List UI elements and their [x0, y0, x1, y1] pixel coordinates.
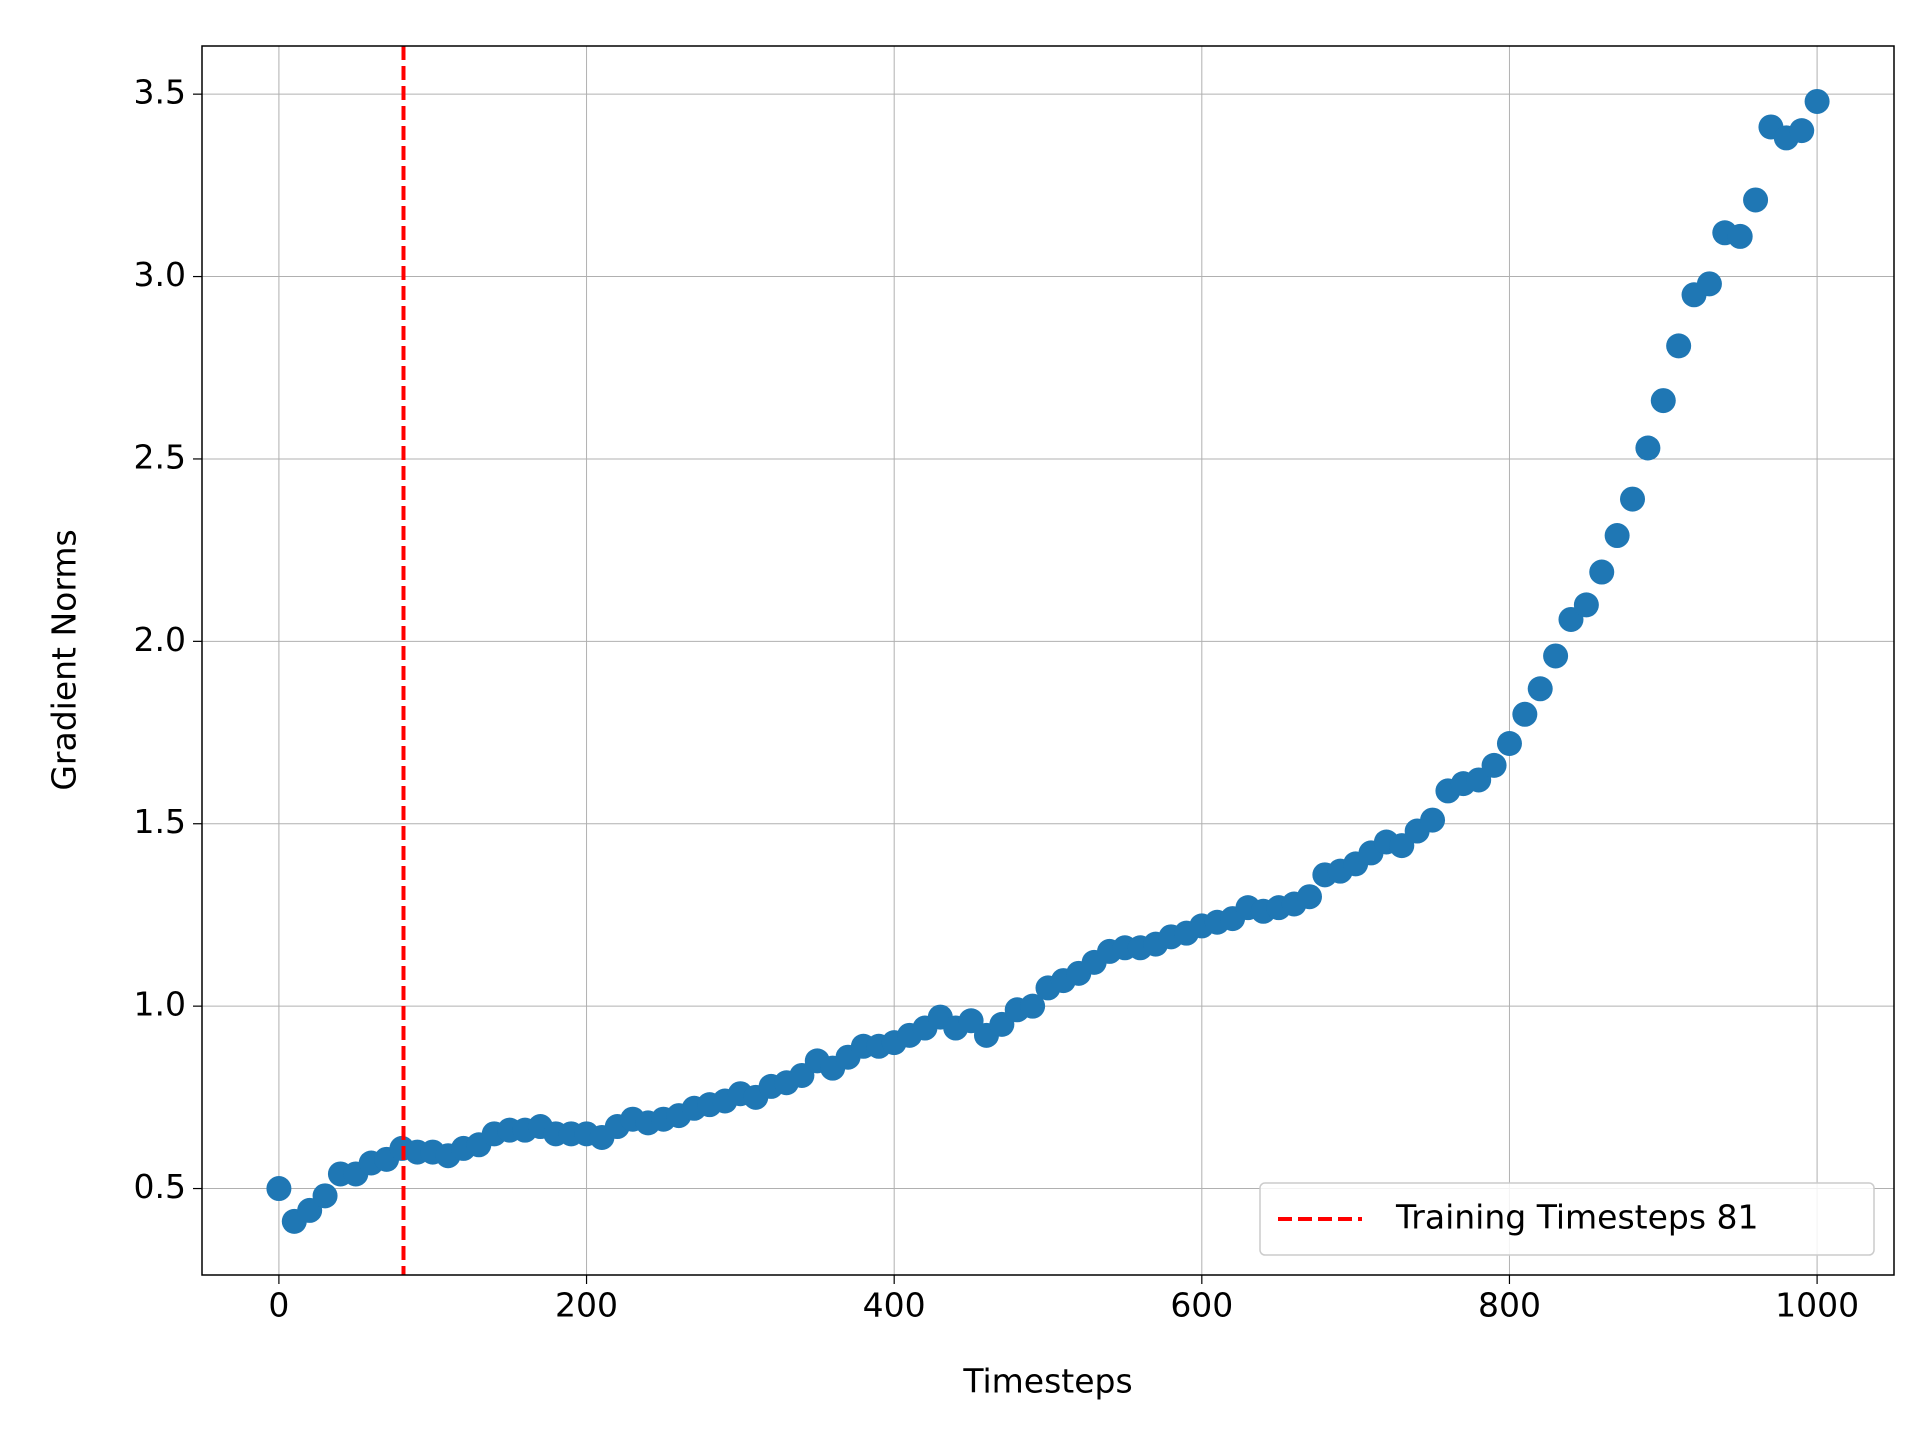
point	[1696, 271, 1722, 297]
y-tick-label: 2.5	[134, 437, 186, 476]
axes-frame	[201, 45, 1895, 1276]
y-axis-label: Gradient Norms	[45, 529, 84, 790]
point	[312, 1183, 338, 1209]
point	[1296, 884, 1322, 910]
point	[1512, 701, 1538, 727]
y-tick-label: 0.5	[134, 1167, 186, 1206]
x-tick-label: 0	[268, 1286, 289, 1325]
point	[1620, 486, 1646, 512]
y-tick-label: 3.0	[134, 255, 186, 294]
y-tick-label: 3.5	[134, 73, 186, 112]
point	[1496, 730, 1522, 756]
point	[1020, 993, 1046, 1019]
x-tick-label: 400	[863, 1286, 926, 1325]
point	[1743, 187, 1769, 213]
point	[1789, 118, 1815, 144]
y-tick-label: 1.5	[134, 802, 186, 841]
point	[1727, 223, 1753, 249]
x-tick-label: 1000	[1775, 1286, 1859, 1325]
legend-label: Training Timesteps 81	[1395, 1198, 1759, 1237]
point	[266, 1176, 292, 1202]
y-tick-label: 1.0	[134, 985, 186, 1024]
point	[1527, 676, 1553, 702]
x-tick-label: 200	[555, 1286, 618, 1325]
point	[1635, 435, 1661, 461]
point	[1650, 388, 1676, 414]
point	[1666, 333, 1692, 359]
x-axis-label: Timesteps	[962, 1362, 1132, 1401]
point	[1604, 523, 1630, 549]
x-tick-label: 800	[1478, 1286, 1541, 1325]
point	[1589, 559, 1615, 585]
point	[1804, 88, 1830, 114]
y-tick-label: 2.0	[134, 620, 186, 659]
x-tick-label: 600	[1170, 1286, 1233, 1325]
point	[1420, 807, 1446, 833]
point	[1481, 752, 1507, 778]
point	[1573, 592, 1599, 618]
legend-box	[1259, 1182, 1875, 1256]
point	[1543, 643, 1569, 669]
